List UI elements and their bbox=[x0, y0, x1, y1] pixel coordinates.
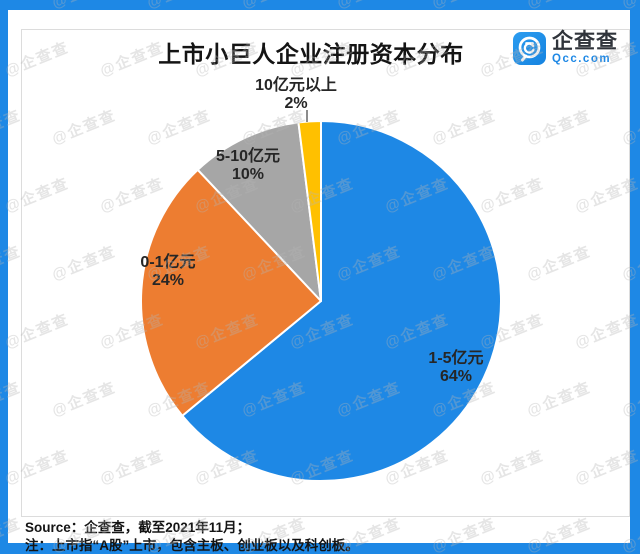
slice-label-over-10yi: 10亿元以上 2% bbox=[237, 77, 355, 113]
slice-category: 0-1亿元 bbox=[140, 254, 196, 271]
slice-percent: 10% bbox=[231, 166, 265, 183]
slice-percent: 24% bbox=[151, 272, 185, 289]
chart-card: 上市小巨人企业注册资本分布 企查查 Qcc.com 10亿元以上 2% 5 bbox=[8, 10, 630, 553]
pie-slice-3 bbox=[297, 120, 322, 302]
page-title: 上市小巨人企业注册资本分布 bbox=[158, 41, 464, 67]
slice-label-5-10yi: 5-10亿元 10% bbox=[193, 148, 303, 184]
qcc-logo-icon bbox=[513, 32, 546, 65]
magnifier-swirl-icon bbox=[518, 36, 541, 62]
slice-label-1-5yi: 1-5亿元 64% bbox=[401, 350, 511, 386]
pie-chart bbox=[140, 120, 502, 482]
pie-slice-2 bbox=[196, 121, 322, 302]
note-line: 注：上市指“A股”上市，包含主板、创业板以及科创板。 bbox=[25, 538, 359, 553]
pie-slice-1 bbox=[140, 168, 322, 417]
slice-category: 1-5亿元 bbox=[428, 350, 484, 367]
leader-line-10yi bbox=[306, 110, 308, 122]
inner-border-box bbox=[21, 29, 630, 517]
slice-label-0-1yi: 0-1亿元 24% bbox=[113, 254, 223, 290]
brand-domain: Qcc.com bbox=[552, 53, 612, 65]
qcc-logo: 企查查 Qcc.com bbox=[513, 31, 618, 66]
source-line: Source：企查查，截至2021年11月； bbox=[25, 520, 251, 535]
brand-name: 企查查 bbox=[552, 30, 618, 53]
slice-category: 10亿元以上 bbox=[255, 77, 337, 94]
qcc-logo-text: 企查查 Qcc.com bbox=[552, 31, 618, 66]
slice-category: 5-10亿元 bbox=[215, 148, 281, 165]
slice-percent: 2% bbox=[284, 95, 308, 112]
pie-slice-0 bbox=[181, 120, 502, 482]
slice-percent: 64% bbox=[439, 368, 473, 385]
